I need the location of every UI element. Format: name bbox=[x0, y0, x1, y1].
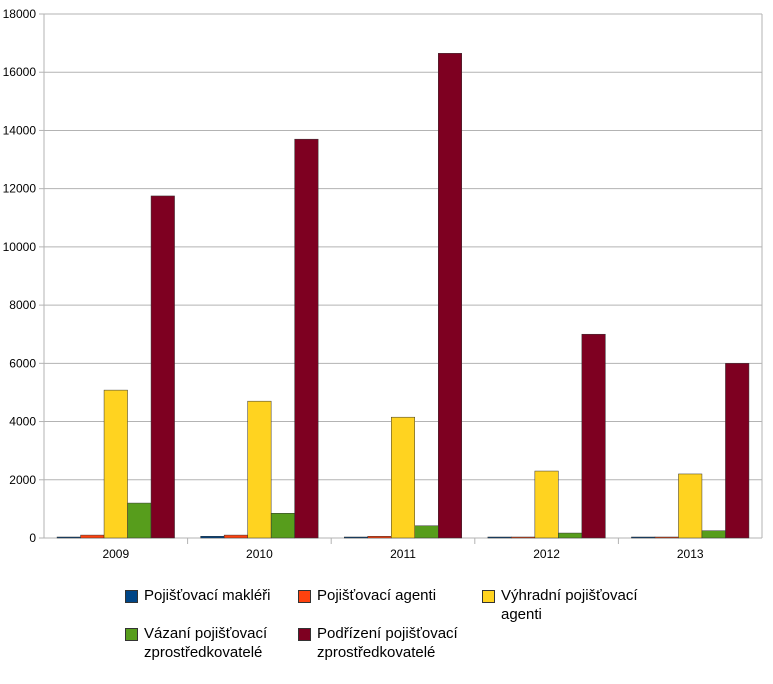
legend-item-vazani-pojistovaci-zprostredkovatele: Vázaní pojišťovací zprostředkovatelé bbox=[125, 624, 267, 662]
y-tick-label: 6000 bbox=[9, 356, 36, 370]
x-tick-label: 2013 bbox=[677, 547, 704, 561]
legend-label: Podřízení pojišťovací zprostředkovatelé bbox=[317, 625, 458, 661]
bar bbox=[200, 536, 225, 539]
bar bbox=[701, 530, 726, 539]
bar bbox=[223, 534, 248, 539]
legend-label: Vázaní pojišťovací zprostředkovatelé bbox=[144, 625, 268, 661]
legend-label: Pojišťovací makléři bbox=[144, 587, 271, 604]
bar bbox=[344, 536, 368, 539]
bar bbox=[56, 536, 81, 539]
bar bbox=[80, 534, 105, 539]
bar bbox=[678, 473, 703, 539]
legend-swatch-pojistovaci-makleri bbox=[125, 590, 138, 603]
x-tick-label: 2012 bbox=[533, 547, 560, 561]
bar bbox=[581, 333, 606, 539]
y-tick-label: 16000 bbox=[3, 65, 37, 79]
bar bbox=[414, 525, 439, 539]
bar bbox=[631, 536, 656, 539]
bar bbox=[103, 389, 128, 539]
legend-label: Výhradní pojišťovací agenti bbox=[501, 587, 638, 623]
bar bbox=[247, 400, 272, 539]
bar bbox=[270, 513, 295, 539]
legend-swatch-podrizeni-pojistovaci-zprostredkovatele bbox=[298, 628, 311, 641]
bar bbox=[511, 536, 536, 539]
y-tick-label: 8000 bbox=[9, 298, 36, 312]
legend-swatch-vyhradni-pojistovaci-agenti bbox=[482, 590, 495, 603]
x-tick-label: 2011 bbox=[390, 547, 416, 561]
legend-label: Pojišťovací agenti bbox=[317, 587, 437, 604]
bar bbox=[127, 502, 152, 539]
bar bbox=[438, 53, 462, 539]
y-tick-label: 14000 bbox=[3, 123, 37, 137]
bar bbox=[725, 363, 750, 539]
bar bbox=[391, 416, 415, 539]
y-tick-label: 4000 bbox=[9, 415, 36, 429]
bar bbox=[487, 536, 512, 539]
bar bbox=[150, 195, 175, 539]
x-tick-label: 2009 bbox=[102, 547, 129, 561]
y-tick-label: 18000 bbox=[3, 7, 37, 21]
bar bbox=[654, 536, 679, 539]
legend-item-pojistovaci-agenti: Pojišťovací agenti bbox=[298, 586, 436, 605]
y-tick-label: 0 bbox=[29, 531, 36, 545]
legend-swatch-pojistovaci-agenti bbox=[298, 590, 311, 603]
bar bbox=[367, 536, 392, 539]
x-tick-label: 2010 bbox=[246, 547, 273, 561]
y-tick-label: 2000 bbox=[9, 473, 36, 487]
y-tick-label: 10000 bbox=[3, 240, 37, 254]
bar bbox=[534, 470, 559, 539]
legend-swatch-vazani-pojistovaci-zprostredkovatele bbox=[125, 628, 138, 641]
legend-item-pojistovaci-makleri: Pojišťovací makléři bbox=[125, 586, 271, 605]
bar bbox=[558, 532, 583, 539]
bar bbox=[294, 138, 319, 539]
legend-item-vyhradni-pojistovaci-agenti: Výhradní pojišťovací agenti bbox=[482, 586, 638, 624]
y-tick-label: 12000 bbox=[3, 182, 37, 196]
legend-item-podrizeni-pojistovaci-zprostredkovatele: Podřízení pojišťovací zprostředkovatelé bbox=[298, 624, 458, 662]
